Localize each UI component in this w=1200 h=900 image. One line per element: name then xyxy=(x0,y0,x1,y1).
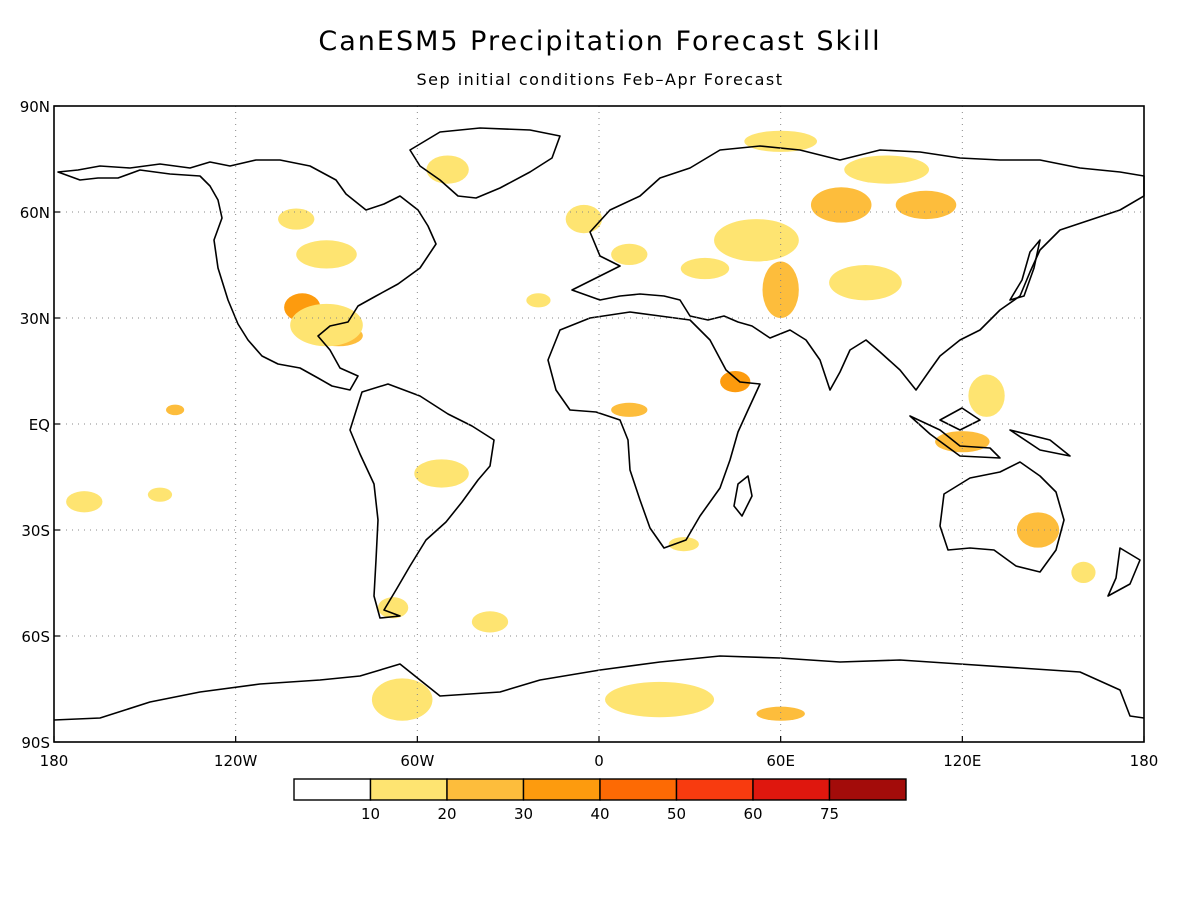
skill-region-15 xyxy=(680,257,730,280)
legend-swatch-3 xyxy=(522,778,601,801)
coastline-layer xyxy=(53,127,1145,721)
skill-region-4 xyxy=(66,491,103,513)
lon-tick-label: 120E xyxy=(943,752,981,770)
lat-tick-label: EQ xyxy=(29,416,50,434)
legend-label: 20 xyxy=(437,805,456,823)
coastline-south-america xyxy=(349,383,495,619)
legend-label: 75 xyxy=(820,805,839,823)
skill-region-3 xyxy=(166,404,185,416)
coastline-greenland xyxy=(409,127,561,199)
skill-region-8 xyxy=(471,611,509,633)
coastline-australia xyxy=(939,461,1065,573)
skill-region-6 xyxy=(414,459,469,488)
skill-shading-layer xyxy=(66,130,1096,721)
skill-region-9 xyxy=(296,240,357,269)
coastline-japan xyxy=(1009,239,1041,301)
skill-region-13 xyxy=(565,204,603,234)
coastline-new-zealand xyxy=(1107,547,1141,597)
skill-region-5 xyxy=(147,487,173,502)
skill-region-12 xyxy=(526,293,551,308)
lon-tick-label: 180 xyxy=(1130,752,1159,770)
coastline-madagascar xyxy=(733,475,753,517)
lon-tick-label: 180 xyxy=(40,752,69,770)
skill-region-14 xyxy=(611,243,648,265)
lat-tick-label: 90S xyxy=(21,734,50,752)
skill-region-20 xyxy=(844,155,930,184)
lat-tick-label: 60S xyxy=(21,628,50,646)
skill-region-32 xyxy=(756,706,805,721)
legend-label: 40 xyxy=(590,805,609,823)
lon-tick-label: 0 xyxy=(594,752,604,770)
lon-tick-label: 120W xyxy=(214,752,258,770)
lat-tick-label: 90N xyxy=(20,98,50,116)
legend-swatch-0 xyxy=(293,778,372,801)
map-border xyxy=(53,105,1145,743)
lon-tick-label: 60E xyxy=(766,752,795,770)
skill-region-29 xyxy=(1071,561,1096,584)
map-title: CanESM5 Precipitation Forecast Skill xyxy=(318,26,882,57)
lat-tick-label: 60N xyxy=(20,204,50,222)
skill-region-27 xyxy=(968,374,1005,417)
skill-region-22 xyxy=(829,265,902,301)
skill-region-19 xyxy=(895,190,957,220)
legend-swatch-5 xyxy=(675,778,754,801)
legend-swatch-7 xyxy=(828,778,907,801)
coastline-indonesia xyxy=(909,407,1071,459)
skill-region-30 xyxy=(371,678,433,721)
legend-swatch-1 xyxy=(369,778,448,801)
skill-region-23 xyxy=(720,371,751,393)
lon-tick-label: 60W xyxy=(400,752,434,770)
legend-label: 10 xyxy=(361,805,380,823)
coastline-eurasia xyxy=(571,145,1145,391)
legend-label: 50 xyxy=(667,805,686,823)
skill-region-16 xyxy=(714,219,799,262)
skill-region-18 xyxy=(810,187,872,223)
skill-region-10 xyxy=(278,208,315,230)
lat-tick-label: 30N xyxy=(20,310,50,328)
coastline-north-america xyxy=(57,159,437,391)
coastline-africa xyxy=(547,311,761,549)
map-frame: 180 120W 60W 0 60E 120E 180 90N 60N 30N EQ 30S 60S 90… xyxy=(20,98,1159,770)
skill-region-31 xyxy=(605,681,715,718)
skill-region-11 xyxy=(426,155,469,184)
legend-label: 60 xyxy=(743,805,762,823)
colorbar-legend: 10 20 30 40 50 60 75 xyxy=(293,778,907,823)
map-subtitle: Sep initial conditions Feb–Apr Forecast xyxy=(416,70,784,89)
legend-swatch-6 xyxy=(752,778,831,801)
skill-region-26 xyxy=(935,431,990,453)
legend-swatch-4 xyxy=(599,778,678,801)
legend-label: 30 xyxy=(514,805,533,823)
lat-tick-label: 30S xyxy=(21,522,50,540)
skill-region-7 xyxy=(377,597,409,619)
skill-region-25 xyxy=(668,537,699,552)
coastline-antarctica xyxy=(53,655,1145,721)
skill-region-17 xyxy=(762,261,799,318)
skill-region-2 xyxy=(290,303,363,347)
skill-region-24 xyxy=(611,402,648,417)
legend-swatch-2 xyxy=(446,778,525,801)
